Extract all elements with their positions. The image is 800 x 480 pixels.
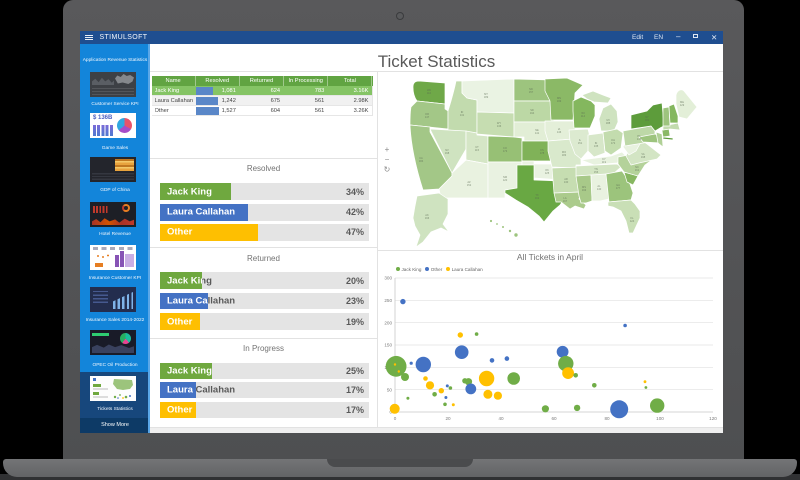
svg-text:0: 0 xyxy=(389,410,392,415)
svg-text:0: 0 xyxy=(394,416,397,421)
svg-text:20: 20 xyxy=(445,416,451,421)
svg-text:50: 50 xyxy=(387,387,393,392)
svg-text:200: 200 xyxy=(384,320,392,325)
svg-text:300: 300 xyxy=(384,276,392,281)
svg-text:250: 250 xyxy=(384,298,392,303)
svg-text:100: 100 xyxy=(656,416,664,421)
svg-text:80: 80 xyxy=(604,416,610,421)
svg-text:60: 60 xyxy=(551,416,557,421)
svg-text:120: 120 xyxy=(709,416,717,421)
svg-text:150: 150 xyxy=(384,343,392,348)
svg-text:40: 40 xyxy=(498,416,504,421)
